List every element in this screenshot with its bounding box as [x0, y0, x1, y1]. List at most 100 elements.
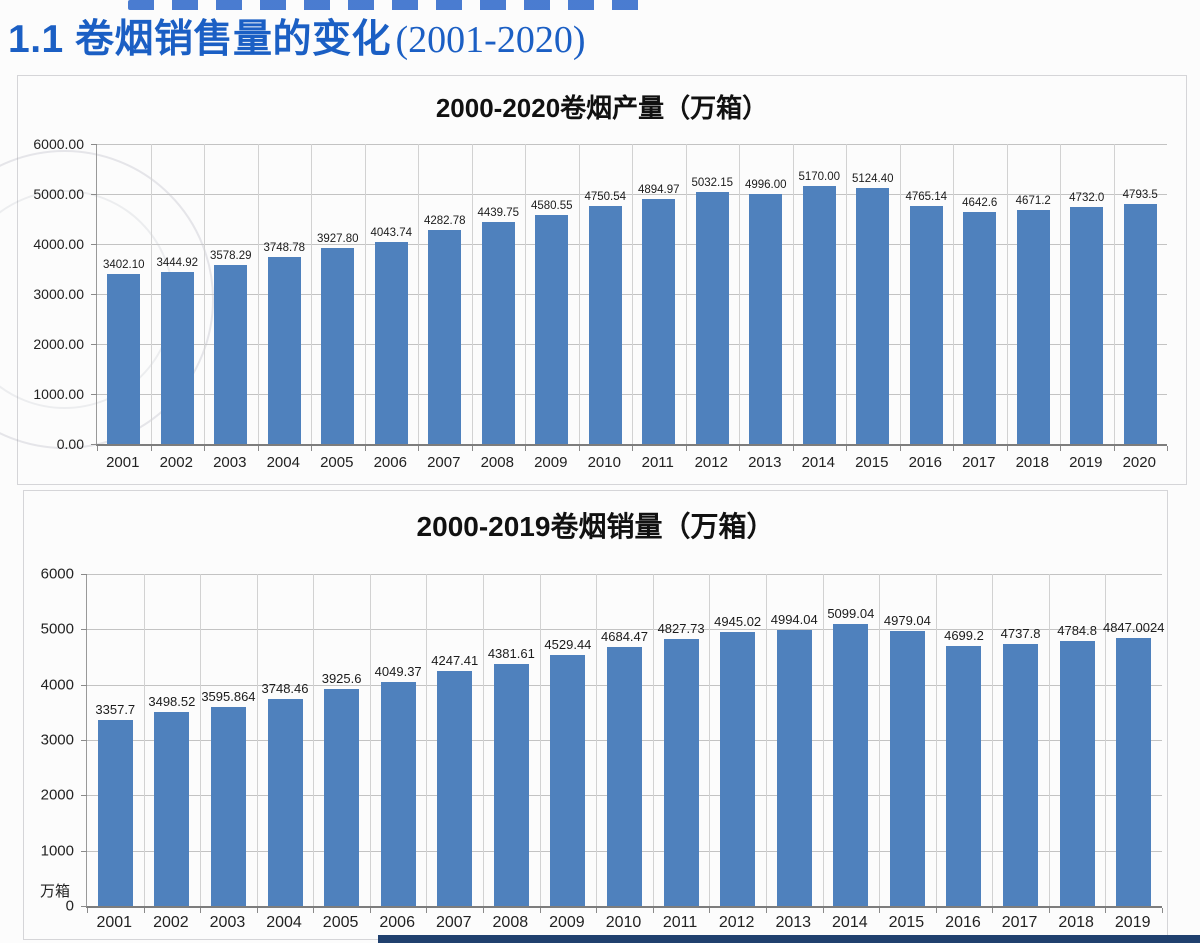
gridline-v: [709, 574, 711, 906]
x-tick-label: 2019: [1114, 914, 1151, 931]
gridline-v: [1060, 144, 1061, 444]
bar: [749, 194, 783, 444]
production-chart-title: 2000-2020卷烟产量（万箱）: [435, 93, 769, 123]
sales-plot-area: 3357.7 3498.52 3595.864 3748.46 3925.6 4049.3…: [81, 574, 1164, 913]
x-axis-tick: [1006, 446, 1008, 451]
bar-value-label: 5099.04: [827, 605, 875, 621]
x-axis-tick: [471, 446, 473, 451]
sales-chart: 2000-2019卷烟销量（万箱） 0 1000 2000 3000 4000 5000 6…: [23, 490, 1168, 940]
bar: [481, 222, 515, 444]
x-tick-label: 2011: [641, 454, 674, 471]
gridline-v: [935, 574, 937, 906]
x-axis-tick: [899, 446, 901, 451]
y-tick-label: 0.00: [56, 436, 84, 452]
bar: [267, 698, 303, 906]
bar: [588, 206, 622, 444]
bar-value-label: 4765.14: [905, 190, 948, 203]
gridline-v: [792, 144, 794, 444]
bar-value-label: 4049.37: [374, 663, 422, 679]
y-axis-tick: [91, 294, 97, 295]
x-tick-label: 2014: [832, 914, 868, 931]
x-axis-tick: [483, 908, 485, 913]
x-tick-label: 2019: [1069, 454, 1103, 471]
x-tick-label: 2017: [1001, 914, 1038, 931]
gridline-h: [87, 629, 1162, 631]
bar-value-label: 4684.47: [601, 628, 648, 644]
bar: [776, 629, 812, 906]
x-axis-tick: [143, 908, 145, 913]
x-tick-label: 2004: [266, 454, 300, 471]
bar-value-label: 3927.80: [316, 232, 359, 245]
x-axis-tick: [1162, 908, 1163, 913]
gridline-v: [953, 144, 954, 444]
bar: [909, 205, 943, 444]
y-tick-label: 5000: [40, 620, 74, 638]
x-tick-label: 2014: [801, 454, 835, 471]
production-chart: 2000-2020卷烟产量（万箱） 0.00 1000.00 2000.00 3000…: [17, 75, 1187, 485]
gridline-v: [369, 574, 371, 906]
bar: [695, 192, 729, 444]
x-tick-label: 2001: [106, 454, 140, 471]
clipped-heading-fragment: [128, 0, 640, 10]
y-axis-tick: [91, 144, 97, 145]
gridline-v: [596, 574, 598, 906]
bar-value-label: 4247.41: [431, 652, 479, 668]
bar-value-label: 3402.10: [102, 258, 145, 271]
x-axis-tick: [739, 446, 740, 451]
bar: [802, 185, 836, 444]
gridline-v: [257, 144, 259, 444]
bar-value-label: 4979.04: [883, 612, 931, 628]
bar: [154, 712, 190, 906]
x-axis-tick: [879, 908, 881, 913]
bar: [321, 247, 355, 444]
y-axis-tick: [91, 194, 97, 195]
x-axis-tick: [685, 446, 687, 451]
bar: [1016, 210, 1050, 444]
gridline-v: [143, 574, 145, 906]
bar: [889, 630, 925, 906]
x-axis-tick: [364, 446, 366, 451]
production-plot-area: 3402.10 3444.92 3578.29 3748.78 3927.80 4043.…: [91, 144, 1168, 451]
gridline-v: [525, 144, 526, 444]
bar-value-label: 4737.8: [1000, 625, 1041, 641]
bar-value-label: 4894.97: [637, 184, 680, 197]
x-tick-label: 2005: [322, 914, 359, 931]
sales-chart-title: 2000-2019卷烟销量（万箱）: [416, 511, 775, 542]
bar-value-label: 4642.6: [962, 196, 998, 209]
gridline-v: [652, 574, 654, 906]
bar-value-label: 3498.52: [148, 694, 196, 710]
x-axis-tick: [935, 908, 937, 913]
gridline-v: [471, 144, 473, 444]
section-heading-text: 1.1 卷烟销售量的变化: [8, 18, 392, 61]
x-tick-label: 2002: [153, 914, 189, 931]
gridline-v: [632, 144, 633, 444]
y-tick-label: 4000.00: [33, 236, 84, 252]
bar-value-label: 3578.29: [209, 250, 252, 263]
gridline-v: [426, 574, 428, 906]
bar-value-label: 4282.78: [423, 214, 466, 227]
gridline-v: [311, 144, 312, 444]
x-axis-tick: [426, 908, 428, 913]
x-tick-label: 2018: [1015, 454, 1049, 471]
bar: [107, 273, 141, 444]
x-axis-tick: [846, 446, 847, 451]
x-axis-tick: [256, 908, 258, 913]
gridline-h: [87, 574, 1162, 575]
bar: [550, 655, 586, 906]
x-tick-label: 2013: [748, 454, 782, 471]
y-tick-label: 3000: [40, 731, 74, 749]
y-tick-label: 0: [65, 897, 74, 915]
x-axis-tick: [418, 446, 419, 451]
x-tick-label: 2009: [549, 914, 585, 931]
y-tick-label: 3000.00: [33, 286, 84, 302]
bar-value-label: 3748.78: [263, 241, 306, 254]
bar-value-label: 4945.02: [714, 614, 762, 630]
x-axis-tick: [1105, 908, 1107, 913]
bar: [374, 241, 408, 444]
x-tick-label: 2002: [159, 454, 193, 471]
bar: [1003, 643, 1039, 906]
x-tick-label: 2010: [605, 914, 642, 931]
x-axis-tick: [1167, 446, 1168, 451]
bar: [97, 720, 133, 906]
gridline-v: [879, 574, 881, 906]
